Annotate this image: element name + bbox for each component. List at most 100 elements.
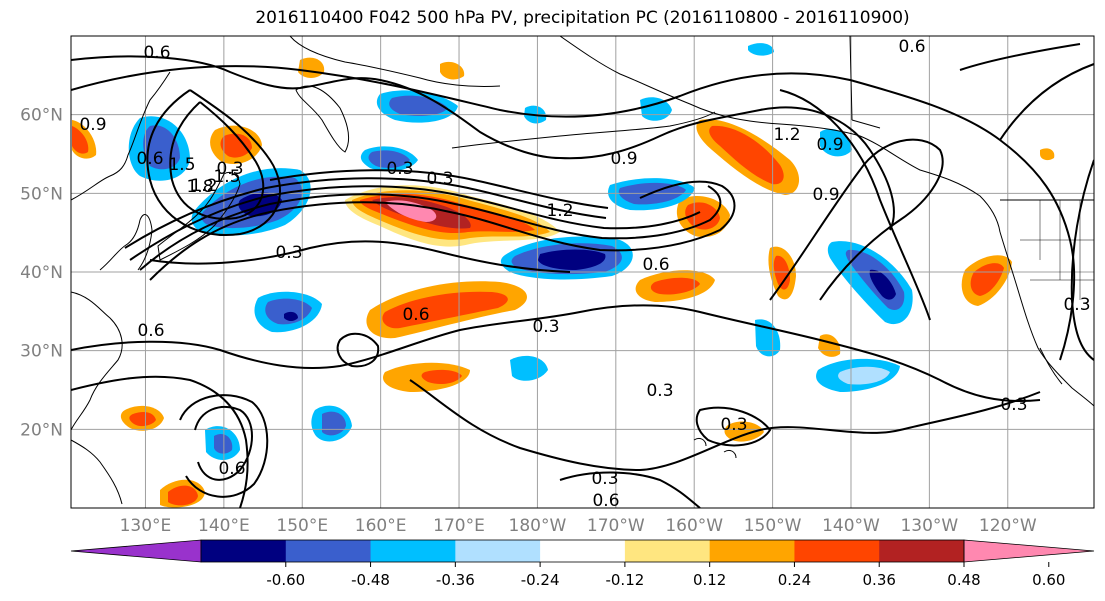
lon-tick-label: 130°W — [900, 516, 958, 536]
hawaii-islands — [693, 437, 737, 459]
canada-border — [849, 36, 1094, 201]
lat-tick-label: 60°N — [20, 106, 63, 126]
svg-text:0.6: 0.6 — [136, 149, 163, 169]
pv-contour-far-east-2 — [959, 43, 1081, 71]
precip-positive-far-south-core — [129, 412, 156, 427]
colorbar-tick-label: -0.36 — [436, 571, 475, 589]
lon-tick-label: 150°W — [744, 516, 802, 536]
pv-contour-label: 0.9 — [816, 135, 843, 155]
precip-positive-east-core — [773, 255, 790, 290]
precip-positive-central-core — [650, 277, 700, 295]
lat-tick-label: 40°N — [20, 263, 63, 283]
svg-text:0.3: 0.3 — [275, 243, 302, 263]
colorbar-tick-label: 0.36 — [863, 571, 896, 589]
pv-contour-typhoon-1 — [194, 405, 253, 481]
colorbar-tick-label: -0.60 — [266, 571, 305, 589]
coast-siberia — [289, 36, 501, 88]
pv-contour-label: 1.2 — [190, 176, 217, 196]
pv-contours — [71, 43, 1094, 508]
precip-negative-small-5 — [1040, 148, 1055, 161]
colorbar-tick-label: 0.24 — [778, 571, 811, 589]
pv-contour-label: 0.3 — [646, 381, 673, 401]
pv-contour-label: 0.6 — [642, 255, 669, 275]
pv-contour-jet-4 — [124, 177, 607, 249]
colorbar-extend-min — [70, 539, 202, 563]
svg-text:0.3: 0.3 — [1063, 295, 1090, 315]
pv-contour-labels: 0.60.30.91.21.51.80.60.30.30.30.30.30.60… — [79, 37, 1090, 511]
coast-kamchatka — [295, 85, 350, 153]
pv-contour-east-trough — [779, 89, 931, 321]
colorbar-segment — [879, 540, 965, 562]
pv-contour-label: 0.3 — [1000, 395, 1027, 415]
pv-contour-central-low — [695, 406, 772, 447]
colorbar-tick-label: 0.60 — [1032, 571, 1065, 589]
svg-text:1.2: 1.2 — [773, 125, 800, 145]
coast-aleutians — [451, 111, 716, 149]
pv-contour-label: 1.2 — [773, 125, 800, 145]
map-frame — [70, 35, 1095, 509]
lon-tick-label: 170°E — [433, 516, 485, 536]
precip-negative-north-4 — [368, 150, 410, 168]
colorbar-tick-label: 0.12 — [693, 571, 726, 589]
svg-text:0.3: 0.3 — [1000, 395, 1027, 415]
precip-positive-alaska-core — [709, 125, 784, 185]
lon-tick-label: 140°E — [198, 516, 250, 536]
colorbar-segment — [370, 540, 456, 562]
colorbar-tick-label: -0.12 — [605, 571, 644, 589]
svg-text:0.6: 0.6 — [143, 43, 170, 63]
pv-contour-0.3-low — [559, 471, 701, 508]
svg-text:1.2: 1.2 — [546, 201, 573, 221]
pv-contour-label: 0.6 — [137, 321, 164, 341]
svg-text:0.3: 0.3 — [216, 159, 243, 179]
colorbar-segment — [285, 540, 372, 562]
svg-text:1.2: 1.2 — [190, 176, 217, 196]
svg-text:0.3: 0.3 — [532, 317, 559, 337]
pv-contour-subtropic-1 — [71, 304, 1041, 403]
pv-contour-label: 0.6 — [402, 305, 429, 325]
longitude-ticks: 130°E 140°E 150°E 160°E 170°E 180°W 170°W 160°W… — [120, 516, 1037, 536]
pv-contour-jet-2 — [139, 185, 722, 271]
precip-positive-mid-south — [724, 421, 764, 442]
precip-positive-asia-core — [72, 126, 89, 154]
coastlines — [71, 36, 1094, 505]
pv-contour-label: 1.5 — [213, 167, 240, 187]
pv-contour-ridge — [769, 138, 944, 301]
coast-philippines — [71, 439, 123, 505]
precip-positive-japan-core — [220, 133, 252, 158]
colorbar-frame — [200, 539, 965, 563]
svg-text:0.6: 0.6 — [137, 321, 164, 341]
pv-contour-label: 0.6 — [136, 149, 163, 169]
coast-china — [71, 291, 123, 431]
lat-tick-label: 50°N — [20, 184, 63, 204]
lon-tick-label: 130°E — [120, 516, 172, 536]
pv-contour-label: 0.3 — [216, 159, 243, 179]
pv-contour-label: 1.2 — [546, 201, 573, 221]
pv-contour-trough-west — [146, 89, 281, 236]
pv-contour-trough-west-2 — [169, 101, 265, 220]
precip-negative-mid-3 — [538, 249, 606, 270]
us-states — [1020, 200, 1094, 300]
svg-text:0.9: 0.9 — [79, 115, 106, 135]
pv-contour-label: 0.6 — [898, 37, 925, 57]
svg-text:0.6: 0.6 — [592, 491, 619, 511]
coast-asia — [71, 71, 171, 201]
pv-contour-label: 0.3 — [591, 469, 618, 489]
lon-tick-label: 170°W — [587, 516, 645, 536]
pv-contour-far-east — [999, 63, 1094, 141]
svg-text:0.6: 0.6 — [402, 305, 429, 325]
precip-positive-band-max — [385, 200, 437, 222]
coast-west-america — [999, 231, 1094, 407]
precip-positive-top2 — [440, 61, 465, 80]
pv-contour-west-pac — [336, 332, 380, 368]
svg-text:0.3: 0.3 — [720, 415, 747, 435]
svg-text:0.9: 0.9 — [610, 149, 637, 169]
pv-contour-jet-5 — [269, 169, 609, 209]
lon-tick-label: 150°E — [276, 516, 328, 536]
precipitation-shading — [72, 43, 1055, 508]
svg-text:0.6: 0.6 — [898, 37, 925, 57]
precip-negative-central-s — [510, 355, 548, 381]
lon-tick-label: 120°W — [979, 516, 1037, 536]
map-grid — [71, 36, 1094, 508]
